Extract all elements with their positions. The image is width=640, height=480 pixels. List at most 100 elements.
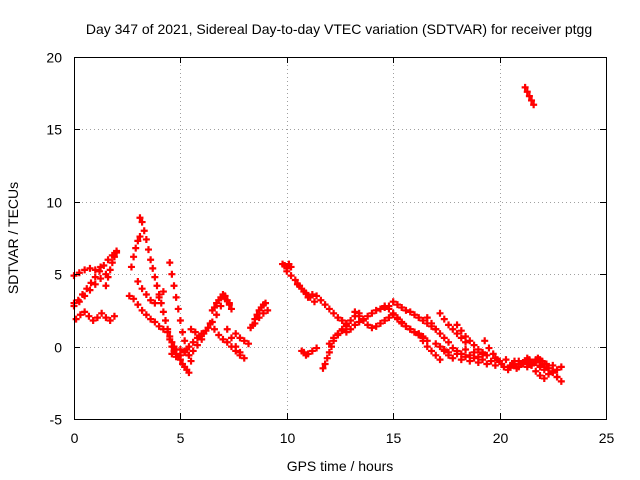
data-point [474, 345, 482, 353]
series-seg-34 [436, 309, 470, 346]
data-point [138, 218, 146, 226]
data-point [523, 88, 531, 96]
series-seg-14 [187, 295, 233, 340]
y-tick-label: 20 [46, 50, 62, 66]
data-point [93, 314, 101, 322]
data-point [106, 317, 114, 325]
data-point [159, 308, 167, 316]
data-point [232, 343, 240, 351]
data-point [406, 325, 414, 333]
data-point [445, 351, 453, 359]
data-point [385, 314, 393, 322]
data-point [166, 335, 174, 343]
data-point [334, 330, 342, 338]
data-point [500, 363, 508, 371]
data-point [215, 331, 223, 339]
data-point [187, 325, 195, 333]
data-point [372, 306, 380, 314]
data-point [227, 334, 235, 342]
data-point [436, 356, 444, 364]
data-point [319, 364, 327, 372]
data-point [457, 334, 465, 342]
data-point [75, 269, 83, 277]
data-point [147, 296, 155, 304]
data-point [483, 351, 491, 359]
series-seg-04 [72, 308, 118, 325]
data-point [110, 253, 118, 261]
data-point [100, 262, 108, 270]
x-tick-label: 10 [280, 430, 296, 446]
data-point [189, 338, 197, 346]
data-point [206, 319, 214, 327]
data-point [355, 312, 363, 320]
series-seg-05 [102, 248, 121, 290]
data-point [244, 340, 252, 348]
data-point [525, 92, 533, 100]
data-point [445, 338, 453, 346]
data-point [174, 305, 182, 313]
data-point [108, 259, 116, 267]
data-point [457, 327, 465, 335]
x-axis-label: GPS time / hours [287, 458, 394, 474]
data-point [140, 227, 148, 235]
data-point [298, 285, 306, 293]
chart-title: Day 347 of 2021, Sidereal Day-to-day VTE… [86, 21, 592, 37]
data-point [536, 363, 544, 371]
data-point [181, 337, 189, 345]
series-seg-43 [521, 83, 538, 109]
series-seg-36 [440, 347, 499, 369]
data-point [213, 311, 221, 319]
data-point [102, 282, 110, 290]
data-point [342, 321, 350, 329]
data-point [251, 319, 259, 327]
y-tick-label: 0 [54, 340, 62, 356]
data-point [189, 347, 197, 355]
data-point [306, 293, 314, 301]
series-seg-37 [453, 321, 491, 359]
data-point [502, 356, 510, 364]
data-point [432, 351, 440, 359]
data-point [381, 302, 389, 310]
data-point [549, 367, 557, 375]
data-point [449, 354, 457, 362]
data-point [232, 330, 240, 338]
data-point [196, 332, 204, 340]
data-point [470, 354, 478, 362]
y-tick-label: 5 [54, 267, 62, 283]
data-point [523, 359, 531, 367]
data-point [462, 345, 470, 353]
series-seg-07 [125, 292, 167, 333]
data-point [89, 317, 97, 325]
grid [74, 57, 606, 419]
data-point [219, 335, 227, 343]
data-point [130, 253, 138, 261]
data-point [142, 290, 150, 298]
data-point [402, 322, 410, 330]
data-point [481, 337, 489, 345]
data-point [530, 101, 538, 109]
data-point [76, 311, 84, 319]
data-point [81, 266, 89, 274]
data-point [436, 343, 444, 351]
data-point [227, 305, 235, 313]
data-point [453, 330, 461, 338]
data-point [200, 330, 208, 338]
data-point [351, 308, 359, 316]
data-point [432, 325, 440, 333]
data-point [532, 359, 540, 367]
data-point [419, 337, 427, 345]
data-point [528, 361, 536, 369]
data-point [97, 275, 105, 283]
data-point [540, 360, 548, 368]
data-point [155, 322, 163, 330]
data-point [240, 354, 248, 362]
data-point [557, 363, 565, 371]
data-point [342, 328, 350, 336]
data-point [491, 354, 499, 362]
data-point [515, 357, 523, 365]
data-point [398, 319, 406, 327]
data-point [474, 359, 482, 367]
series-seg-18 [232, 330, 252, 348]
data-point [193, 341, 201, 349]
